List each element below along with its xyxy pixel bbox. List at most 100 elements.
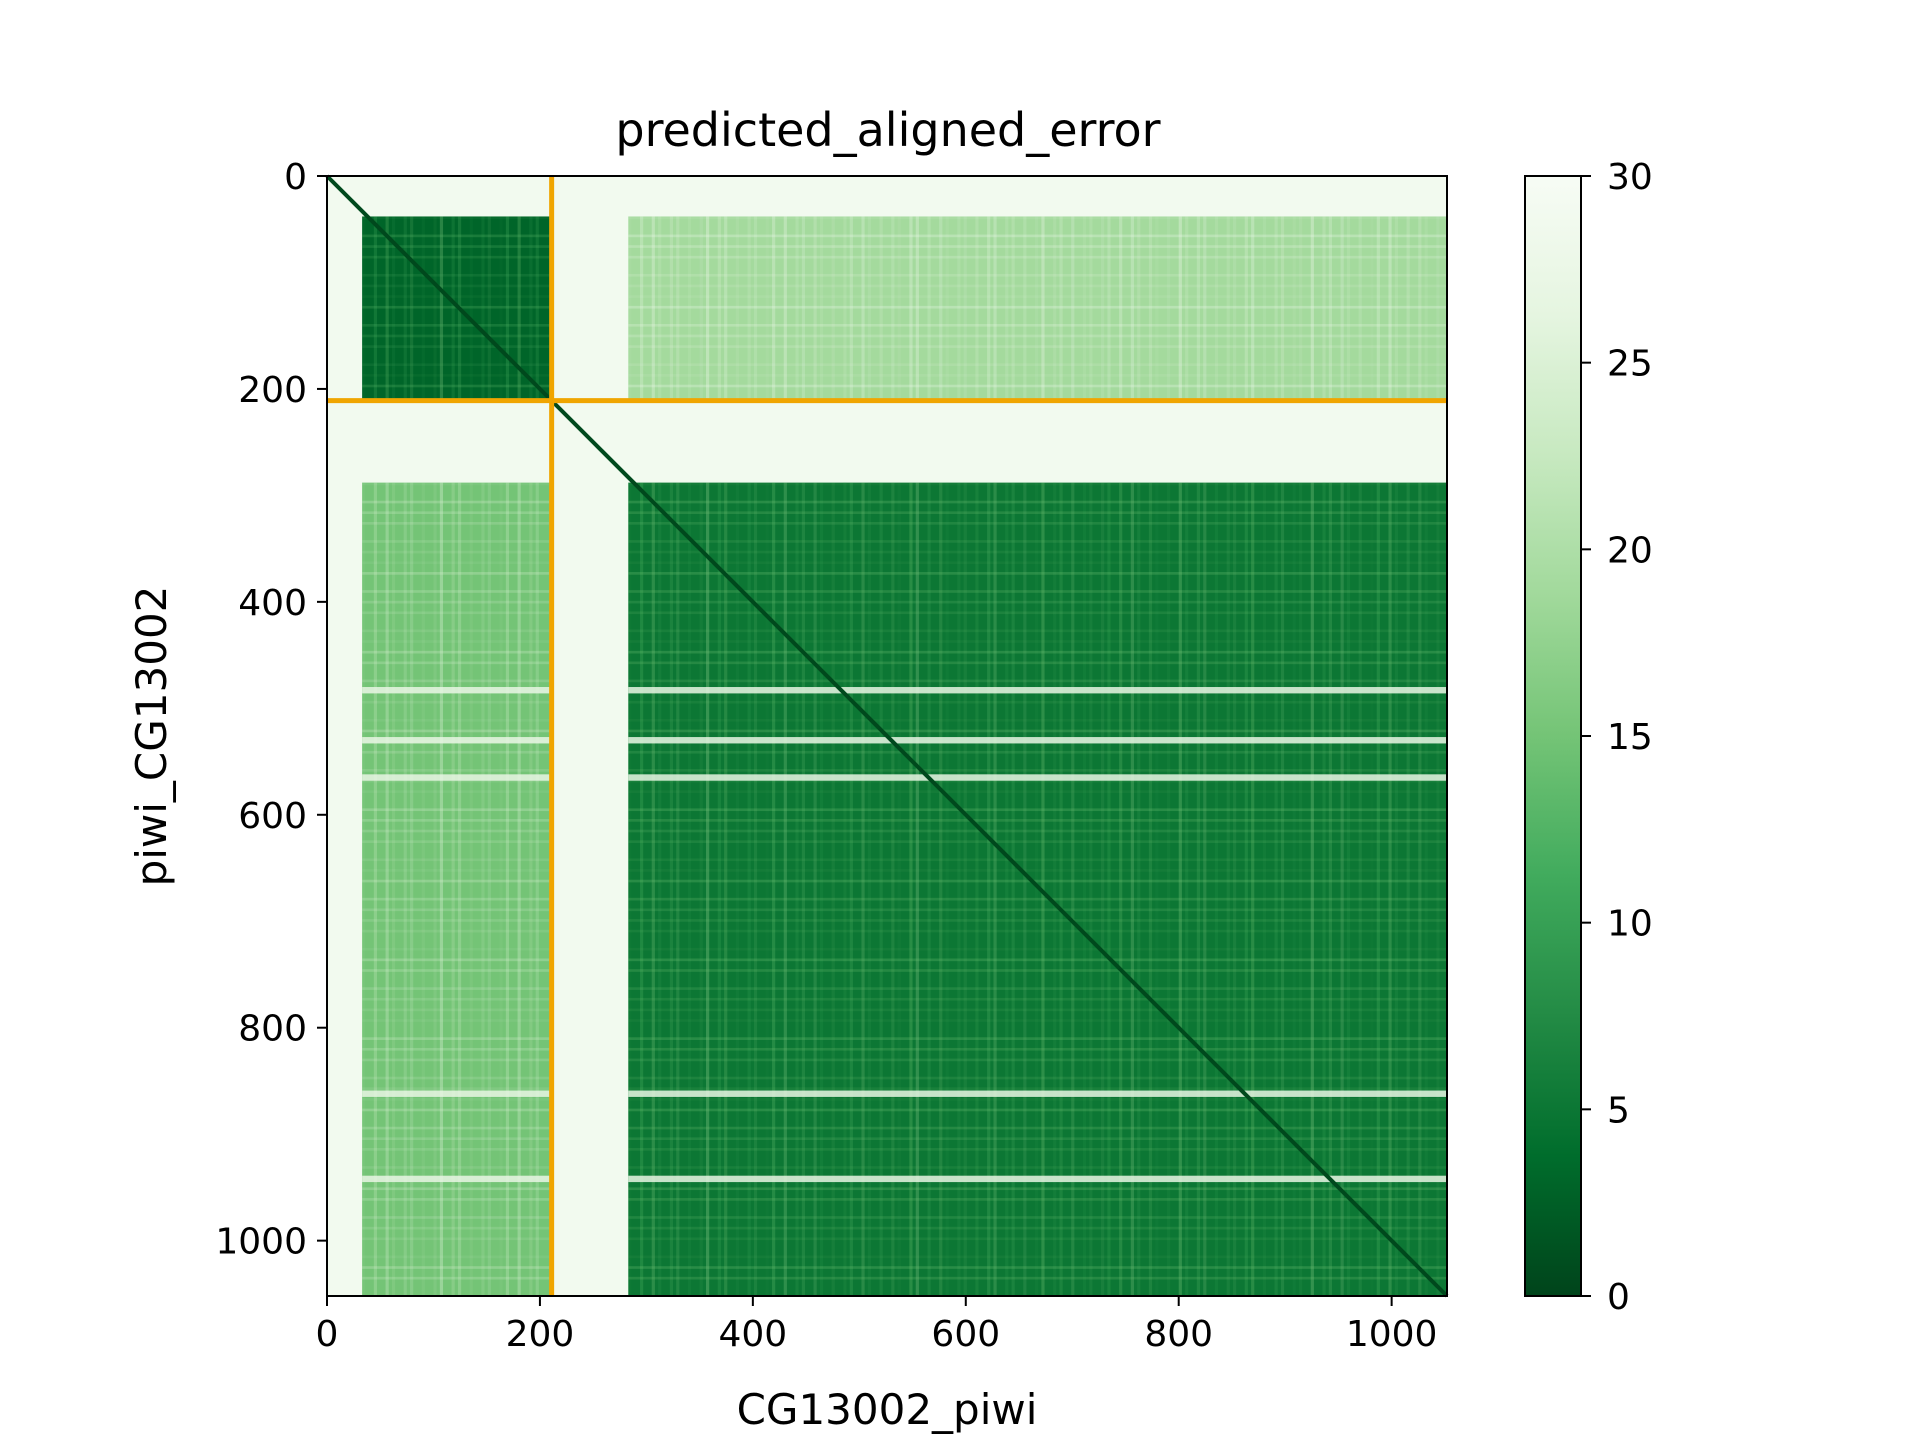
pae-row-streak: [362, 295, 552, 298]
colorbar-tick-label: 25: [1607, 344, 1653, 385]
pae-streak: [1059, 483, 1062, 1296]
pae-streak: [1425, 216, 1428, 400]
pae-streak: [814, 216, 817, 400]
pae-row-streak: [628, 611, 1447, 614]
colorbar-tick-label: 10: [1607, 904, 1653, 945]
pae-streak: [410, 216, 413, 400]
pae-streak: [1071, 483, 1074, 1296]
pae-row-streak: [628, 1237, 1447, 1240]
pae-streak: [1005, 483, 1008, 1296]
pae-row-streak: [628, 908, 1447, 911]
pae-row-streak: [362, 769, 552, 772]
pae-row-streak: [362, 1227, 552, 1230]
pae-row-streak: [628, 661, 1447, 664]
x-tick-label: 200: [506, 1314, 575, 1355]
pae-row-streak: [362, 572, 552, 575]
pae-row-streak: [362, 680, 552, 683]
pae-streak: [814, 483, 817, 1296]
pae-row-streak: [362, 335, 552, 338]
pae-streak: [1185, 483, 1188, 1296]
pae-streak: [1436, 483, 1439, 1296]
pae-row-streak: [362, 1187, 552, 1190]
pae-streak: [1059, 216, 1062, 400]
pae-row-streak: [628, 1137, 1447, 1140]
pae-streak: [1203, 483, 1206, 1296]
pae-row-streak: [362, 1077, 552, 1080]
pae-row-streak: [362, 987, 552, 990]
pae-row-streak: [362, 363, 552, 366]
pae-streak: [392, 483, 395, 1296]
pae-row-streak: [362, 651, 552, 654]
pae-row-streak: [362, 869, 552, 872]
pae-streak: [898, 216, 901, 400]
pae-streak: [718, 483, 721, 1296]
pae-streak: [802, 216, 805, 400]
pae-streak: [993, 216, 996, 400]
pae-streak: [724, 483, 727, 1296]
pae-streak: [1203, 216, 1206, 400]
pae-row-streak: [628, 1037, 1447, 1040]
pae-row-streak: [628, 245, 1447, 248]
pae-row-streak: [362, 919, 552, 922]
pae-row-streak: [628, 959, 1447, 962]
pae-row-streak: [628, 235, 1447, 238]
pae-streak: [670, 216, 673, 400]
pae-row-streak: [362, 819, 552, 822]
pae-row-streak: [628, 1019, 1447, 1022]
y-tick-label: 800: [238, 1009, 307, 1050]
pae-row-streak: [628, 819, 1447, 822]
pae-streak: [404, 483, 407, 1296]
pae-row-streak: [628, 335, 1447, 338]
pae-row-streak: [362, 661, 552, 664]
pae-row-streak: [628, 830, 1447, 833]
pae-streak: [987, 483, 990, 1296]
pae-streak: [795, 216, 798, 400]
pae-row-streak: [362, 522, 552, 525]
x-tick-label: 600: [931, 1314, 1000, 1355]
pae-streak: [784, 483, 787, 1296]
pae-streak: [1418, 216, 1421, 400]
pae-row-streak: [628, 630, 1447, 633]
pae-row-streak: [362, 640, 552, 643]
pae-streak: [1341, 483, 1344, 1296]
pae-streak: [529, 483, 532, 1296]
pae-row-streak: [362, 540, 552, 543]
pae-streak: [736, 216, 739, 400]
pae-streak: [404, 216, 407, 400]
pae-streak: [795, 483, 798, 1296]
pae-streak: [772, 216, 775, 400]
pae-streak: [1370, 216, 1373, 400]
pae-streak: [1359, 216, 1362, 400]
y-tick-label: 600: [238, 796, 307, 837]
pae-streak: [861, 483, 864, 1296]
pae-streak: [832, 216, 835, 400]
pae-row-streak: [362, 898, 552, 901]
pae-streak: [1425, 483, 1428, 1296]
pae-streak: [1071, 216, 1074, 400]
pae-streak: [1167, 483, 1170, 1296]
y-axis-label: piwi_CG13002: [127, 586, 176, 887]
pae-row-streak: [628, 719, 1447, 722]
pae-streak: [1311, 483, 1314, 1296]
pae-row-streak: [362, 561, 552, 564]
pae-streak: [652, 483, 655, 1296]
pae-row-streak: [628, 948, 1447, 951]
pae-streak: [993, 483, 996, 1296]
pae-row-streak: [362, 719, 552, 722]
pae-streak: [1005, 216, 1008, 400]
pae-streak: [1377, 483, 1380, 1296]
pae-streak: [1179, 216, 1182, 400]
pae-streak: [754, 216, 757, 400]
pae-streak: [957, 483, 960, 1296]
x-tick-label: 0: [316, 1314, 339, 1355]
pae-streak: [927, 216, 930, 400]
pae-row-streak: [628, 540, 1447, 543]
pae-streak: [1053, 216, 1056, 400]
pae-streak: [1107, 483, 1110, 1296]
pae-row-streak: [628, 511, 1447, 514]
pae-streak: [488, 483, 491, 1296]
pae-streak: [499, 216, 502, 400]
pae-streak: [1347, 483, 1350, 1296]
pae-streak: [861, 216, 864, 400]
